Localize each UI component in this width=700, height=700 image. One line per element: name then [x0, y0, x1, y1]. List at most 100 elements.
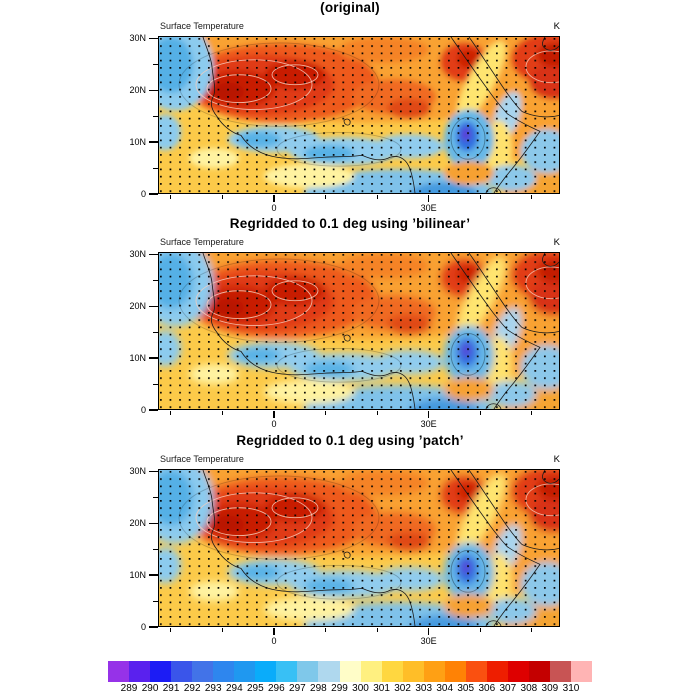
- colorbar-segment: [150, 661, 172, 682]
- field-label: Surface Temperature: [160, 237, 244, 247]
- y-minor-tick: [153, 497, 158, 498]
- stipple-dots: [159, 470, 559, 626]
- stipple-dots: [159, 253, 559, 409]
- temperature-map: [159, 253, 559, 409]
- colorbar-segment: [360, 661, 382, 682]
- x-minor-tick: [479, 410, 481, 415]
- y-minor-tick: [153, 548, 158, 550]
- x-minor-tick: [170, 410, 172, 415]
- colorbar-segment: [297, 661, 319, 682]
- y-tick: [149, 470, 158, 473]
- colorbar-tick-label: 295: [246, 683, 264, 694]
- x-tick-label: 30E: [420, 419, 437, 429]
- y-tick-label: 0: [140, 404, 146, 415]
- colorbar-tick-label: 291: [162, 683, 180, 694]
- y-minor-tick: [153, 600, 158, 602]
- colorbar-tick-label: 304: [436, 683, 454, 694]
- colorbar-segment: [381, 661, 403, 682]
- colorbar-segment: [318, 661, 340, 682]
- colorbar-tick-label: 309: [541, 683, 559, 694]
- x-tick-label: 0: [271, 636, 277, 646]
- x-tick: [427, 194, 430, 202]
- colorbar: [108, 661, 593, 682]
- x-minor-tick: [170, 194, 172, 199]
- x-minor-tick: [531, 410, 533, 415]
- panel-title: (original): [320, 0, 380, 15]
- colorbar-tick-label: 301: [373, 683, 390, 694]
- panel-title: Regridded to 0.1 deg using ’patch’: [236, 433, 464, 448]
- colorbar-segment: [339, 661, 361, 682]
- colorbar-tick-label: 306: [478, 683, 496, 694]
- colorbar-segment: [486, 661, 508, 682]
- y-tick: [149, 626, 158, 628]
- y-tick: [149, 357, 158, 359]
- colorbar-tick-label: 290: [141, 683, 159, 694]
- y-tick-label: 30N: [129, 466, 146, 477]
- plot-area: [158, 469, 560, 627]
- y-tick: [149, 89, 158, 92]
- y-minor-tick: [153, 331, 158, 333]
- colorbar-segment: [129, 661, 151, 682]
- y-tick: [149, 522, 158, 525]
- x-tick: [427, 410, 430, 418]
- y-tick: [149, 193, 158, 195]
- colorbar-segment: [423, 661, 445, 682]
- colorbar-segment: [402, 661, 424, 682]
- field-label: Surface Temperature: [160, 454, 244, 464]
- x-minor-tick: [221, 194, 223, 199]
- x-minor-tick: [376, 194, 378, 199]
- y-minor-tick: [153, 115, 158, 117]
- y-minor-tick: [153, 383, 158, 385]
- x-minor-tick: [479, 194, 481, 199]
- y-tick: [149, 574, 158, 576]
- colorbar-tick-label: 305: [457, 683, 475, 694]
- colorbar-tick-label: 308: [520, 683, 538, 694]
- colorbar-tick-label: 310: [562, 683, 580, 694]
- y-tick: [149, 409, 158, 411]
- colorbar-tick-label: 289: [120, 683, 138, 694]
- panel-1: Regridded to 0.1 deg using ’bilinear’ Sur…: [0, 216, 700, 429]
- y-tick: [149, 253, 158, 256]
- colorbar-tick-label: 300: [352, 683, 369, 694]
- y-tick-label: 30N: [129, 249, 146, 260]
- panel-2: Regridded to 0.1 deg using ’patch’ Surfac…: [0, 433, 700, 646]
- colorbar-segment: [234, 661, 256, 682]
- colorbar-tick-label: 297: [289, 683, 306, 694]
- x-tick: [427, 627, 430, 635]
- x-minor-tick: [479, 627, 481, 632]
- plot-area: [158, 252, 560, 410]
- units-label: K: [553, 237, 560, 248]
- x-tick-label: 30E: [420, 636, 437, 646]
- colorbar-tick-label: 294: [225, 683, 243, 694]
- colorbar-tick-label: 303: [415, 683, 433, 694]
- panel-title: Regridded to 0.1 deg using ’bilinear’: [229, 216, 471, 231]
- x-tick: [273, 627, 275, 635]
- colorbar-segment: [507, 661, 529, 682]
- colorbar-segment: [571, 661, 593, 682]
- x-tick-label: 0: [271, 419, 277, 429]
- colorbar-segment: [465, 661, 487, 682]
- x-minor-tick: [170, 627, 172, 632]
- y-minor-tick: [153, 64, 158, 65]
- y-tick: [149, 305, 158, 308]
- colorbar-segment: [444, 661, 466, 682]
- colorbar-segment: [276, 661, 298, 682]
- colorbar-segment: [528, 661, 550, 682]
- x-minor-tick: [325, 627, 326, 632]
- colorbar-tick-label: 302: [394, 683, 411, 694]
- x-minor-tick: [376, 627, 378, 632]
- units-label: K: [553, 21, 560, 32]
- y-tick-label: 10N: [129, 136, 146, 147]
- y-tick-label: 0: [140, 621, 146, 632]
- y-tick-label: 0: [140, 188, 146, 199]
- y-tick: [149, 37, 158, 40]
- colorbar-segment: [213, 661, 235, 682]
- colorbar-segment: [108, 661, 130, 682]
- x-tick-label: 0: [271, 203, 277, 213]
- y-minor-tick: [153, 167, 158, 169]
- y-tick-label: 20N: [129, 517, 146, 528]
- x-minor-tick: [325, 194, 326, 199]
- colorbar-tick-label: 299: [331, 683, 348, 694]
- x-tick: [273, 194, 275, 202]
